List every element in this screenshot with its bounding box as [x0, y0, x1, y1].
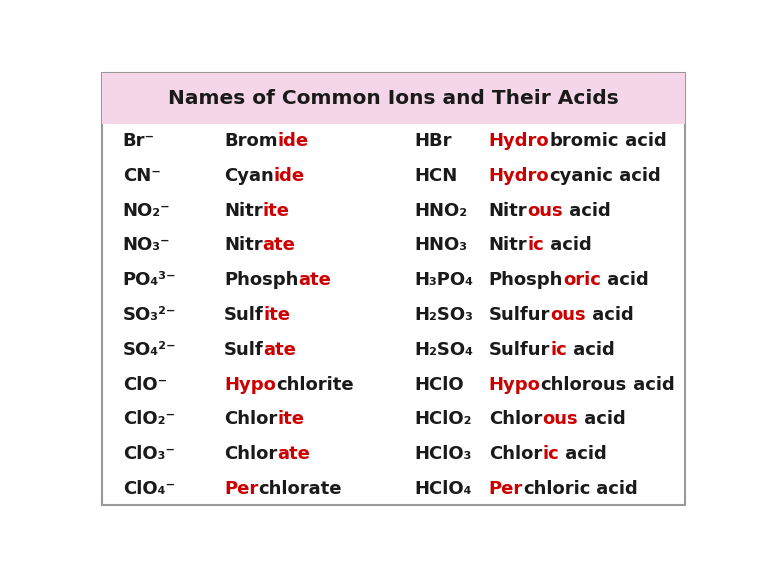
Text: Sulfur: Sulfur	[489, 341, 550, 359]
Text: ClO₃⁻: ClO₃⁻	[123, 445, 175, 463]
Text: HClO₃: HClO₃	[415, 445, 472, 463]
Text: oric: oric	[563, 271, 601, 289]
Text: ous: ous	[528, 202, 563, 220]
Text: ic: ic	[528, 236, 545, 255]
Text: NO₃⁻: NO₃⁻	[123, 236, 170, 255]
Text: ClO⁻: ClO⁻	[123, 376, 167, 394]
Text: chlorous: chlorous	[541, 376, 627, 394]
Text: ite: ite	[263, 202, 290, 220]
Text: acid: acid	[563, 202, 611, 220]
Text: cyanic: cyanic	[549, 167, 614, 185]
Text: HClO₂: HClO₂	[415, 411, 472, 428]
Text: ic: ic	[550, 341, 567, 359]
Text: Br⁻: Br⁻	[123, 132, 155, 150]
Text: ate: ate	[263, 341, 296, 359]
Text: acid: acid	[627, 376, 675, 394]
Text: Names of Common Ions and Their Acids: Names of Common Ions and Their Acids	[168, 89, 619, 108]
Text: chloric: chloric	[523, 480, 591, 498]
Text: HBr: HBr	[415, 132, 452, 150]
Text: SO₄²⁻: SO₄²⁻	[123, 341, 177, 359]
Text: ClO₄⁻: ClO₄⁻	[123, 480, 175, 498]
Text: Nitr: Nitr	[489, 202, 528, 220]
Text: acid: acid	[578, 411, 625, 428]
Text: Per: Per	[489, 480, 523, 498]
Text: Sulf: Sulf	[224, 306, 263, 324]
Text: Sulfur: Sulfur	[489, 306, 550, 324]
Text: acid: acid	[591, 480, 638, 498]
Text: ous: ous	[542, 411, 578, 428]
Text: H₂SO₄: H₂SO₄	[415, 341, 473, 359]
Text: Hypo: Hypo	[224, 376, 276, 394]
Text: chlorite: chlorite	[276, 376, 353, 394]
Text: Hydro: Hydro	[489, 132, 549, 150]
Text: ite: ite	[277, 411, 304, 428]
Text: Chlor: Chlor	[224, 411, 277, 428]
Text: Chlor: Chlor	[224, 445, 277, 463]
Text: Phosph: Phosph	[489, 271, 563, 289]
Text: Hydro: Hydro	[489, 167, 549, 185]
Text: Phosph: Phosph	[224, 271, 298, 289]
Text: Hypo: Hypo	[489, 376, 541, 394]
Text: ic: ic	[542, 445, 559, 463]
Text: HCN: HCN	[415, 167, 458, 185]
Text: acid: acid	[601, 271, 649, 289]
Text: acid: acid	[559, 445, 607, 463]
Text: acid: acid	[619, 132, 667, 150]
Text: bromic: bromic	[549, 132, 619, 150]
Text: ate: ate	[277, 445, 310, 463]
Text: ide: ide	[277, 132, 309, 150]
Text: Cyan: Cyan	[224, 167, 273, 185]
Text: ide: ide	[273, 167, 305, 185]
Text: ate: ate	[298, 271, 331, 289]
Text: NO₂⁻: NO₂⁻	[123, 202, 170, 220]
Text: H₃PO₄: H₃PO₄	[415, 271, 473, 289]
Text: ite: ite	[263, 306, 291, 324]
Text: Nitr: Nitr	[224, 202, 263, 220]
Text: HNO₂: HNO₂	[415, 202, 468, 220]
Text: ate: ate	[263, 236, 296, 255]
Text: Chlor: Chlor	[489, 445, 542, 463]
Text: HClO: HClO	[415, 376, 464, 394]
Text: acid: acid	[545, 236, 592, 255]
Text: PO₄³⁻: PO₄³⁻	[123, 271, 177, 289]
Text: CN⁻: CN⁻	[123, 167, 161, 185]
Text: Sulf: Sulf	[224, 341, 263, 359]
Text: H₂SO₃: H₂SO₃	[415, 306, 473, 324]
Text: HNO₃: HNO₃	[415, 236, 468, 255]
Text: acid: acid	[614, 167, 661, 185]
Text: chlorate: chlorate	[258, 480, 342, 498]
Text: acid: acid	[567, 341, 614, 359]
Text: Chlor: Chlor	[489, 411, 542, 428]
Text: acid: acid	[586, 306, 634, 324]
Text: Nitr: Nitr	[489, 236, 528, 255]
Text: Nitr: Nitr	[224, 236, 263, 255]
Text: ClO₂⁻: ClO₂⁻	[123, 411, 175, 428]
Text: SO₃²⁻: SO₃²⁻	[123, 306, 177, 324]
FancyBboxPatch shape	[102, 73, 685, 124]
Text: Brom: Brom	[224, 132, 277, 150]
Text: ous: ous	[550, 306, 586, 324]
Text: Per: Per	[224, 480, 258, 498]
FancyBboxPatch shape	[102, 73, 685, 505]
Text: HClO₄: HClO₄	[415, 480, 472, 498]
